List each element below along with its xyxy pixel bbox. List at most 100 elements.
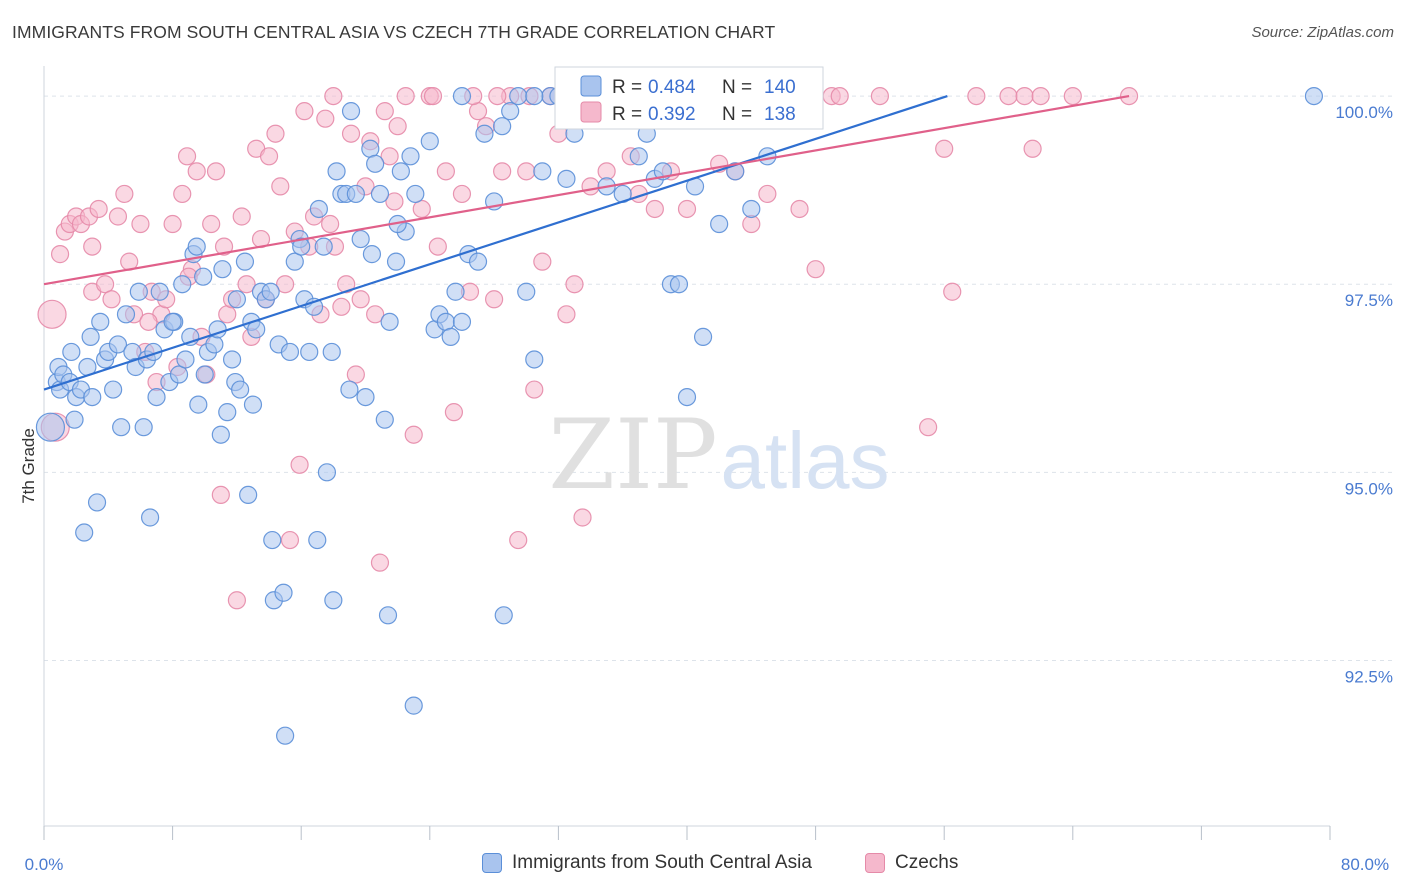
czechs-point-32 [211,485,230,505]
czechs-point-59 [346,365,365,384]
immigrants-point-46 [235,252,255,271]
legend-n-label-1: N = [722,77,752,98]
immigrants-point-123 [404,696,423,715]
czechs-point-77 [468,102,488,121]
immigrants-point-6 [62,342,81,362]
immigrants-point-64 [317,463,337,482]
immigrants-point-122 [378,606,398,625]
immigrants-point-96 [509,86,528,106]
czechs-point-109 [935,139,954,158]
immigrants-point-75 [370,184,390,204]
czechs-point-82 [509,530,528,550]
czechs-point-10 [95,275,115,294]
czechs-point-13 [115,184,134,204]
legend-n-value-2: 138 [764,104,796,125]
immigrants-point-83 [420,132,439,151]
legend-top-blue-swatch [580,75,602,97]
czechs-point-134 [139,312,158,331]
x-tick-label-0: 0.0% [25,855,64,874]
grid-lines [44,95,1395,661]
immigrants-point-32 [173,275,192,294]
y-tick-label-1: 95.0% [1345,479,1393,498]
czechs-point-111 [967,86,986,106]
czechs-point-114 [1023,139,1042,158]
immigrants-point-106 [629,147,648,166]
immigrants-point-37 [194,267,213,286]
immigrants-point-124 [494,606,513,625]
immigrants-point-77 [380,312,399,331]
immigrants-point-71 [351,229,370,249]
czechs-point-68 [396,86,415,106]
immigrants-point-55 [274,583,293,602]
czechs-point-83 [517,162,536,181]
immigrants-point-94 [493,117,512,136]
czechs-point-72 [428,237,447,256]
czechs-point-113 [1015,86,1034,106]
czechs-point-105 [806,260,825,279]
czechs-point-48 [290,455,309,474]
czechs-point-122 [488,86,507,106]
czechs-point-33 [218,305,237,324]
czechs-point-80 [493,162,512,181]
immigrants-point-115 [340,380,359,399]
czechs-point-69 [404,425,423,444]
legend-label-immigrants: Immigrants from South Central Asia [512,852,812,873]
chart-title: IMMIGRANTS FROM SOUTH CENTRAL ASIA VS CZ… [12,22,776,42]
immigrants-point-25 [140,508,160,527]
czechs-point-65 [375,102,394,121]
czechs-point-64 [370,553,390,572]
czechs-point-24 [173,184,192,204]
immigrants-point-63 [314,237,333,256]
legend-item-czechs: Czechs [865,852,958,874]
immigrants-point-20 [116,305,136,324]
immigrants-point-98 [525,350,544,369]
immigrants-point-12 [81,327,100,346]
czechs-point-116 [1063,86,1082,106]
czechs-point-115 [1031,86,1050,106]
legend-r-value-2: 0.392 [648,104,696,125]
immigrants-point-136 [525,86,544,106]
czechs-trend-line [43,95,1130,286]
immigrants-point-125 [263,530,282,550]
czechs-point-54 [321,214,340,234]
immigrants-point-139 [1304,86,1324,106]
immigrants-point-120 [276,726,295,745]
czechs-point-89 [565,275,584,294]
czechs-point-112 [999,86,1018,106]
legend-n-label-2: N = [722,104,752,125]
czechs-point-2 [50,245,70,264]
czechs-point-88 [557,305,576,324]
czechs-point-119 [388,117,407,136]
immigrants-point-102 [557,169,576,188]
immigrants-point-113 [693,327,713,346]
legend-bottom: Immigrants from South Central Asia Czech… [0,852,1406,878]
czechs-point-44 [271,177,290,196]
y-tick-label-3: 100.0% [1335,103,1393,122]
immigrants-point-33 [176,350,195,369]
immigrants-point-7 [65,410,84,429]
immigrants-point-131 [187,237,206,256]
immigrants-point-141 [742,199,761,219]
czechs-point-85 [533,252,552,271]
immigrants-point-66 [327,162,346,181]
czechs-point-136 [214,237,234,256]
immigrants-point-127 [83,387,102,407]
czechs-point-91 [581,177,600,196]
czechs-point-107 [870,86,890,106]
czechs-point-67 [385,192,404,211]
legend-r-label-1: R = [612,77,642,98]
czechs-point-110 [943,282,962,301]
legend-swatch-blue [482,853,502,873]
czechs-point-37 [237,275,256,294]
immigrants-point-135 [452,312,472,331]
immigrants-point-65 [322,342,341,362]
legend-top: R = 0.484 N = 140 R = 0.392 N = 138 [554,66,824,130]
czechs-point-95 [645,199,664,219]
immigrants-point-97 [517,282,536,301]
immigrants-point-31 [169,365,189,384]
immigrants-point-18 [108,335,128,354]
czechs-point-12 [108,207,128,226]
czechs-point-108 [919,418,938,437]
immigrants-point-13 [87,493,107,512]
legend-item-immigrants: Immigrants from South Central Asia [482,852,812,874]
